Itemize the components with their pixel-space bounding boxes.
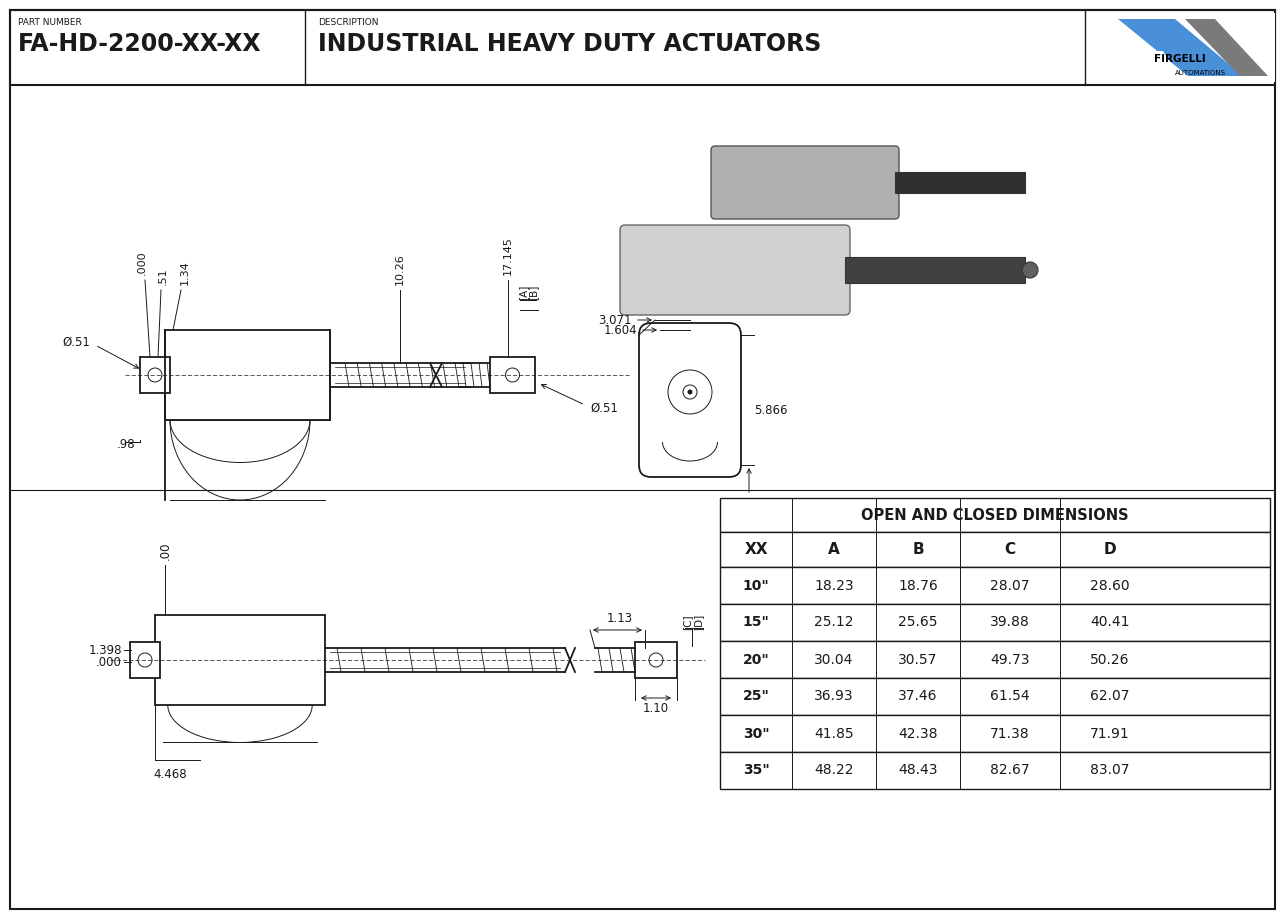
Text: 50.26: 50.26	[1090, 652, 1130, 666]
Text: PART NUMBER: PART NUMBER	[18, 18, 82, 27]
Text: FIRGELLI: FIRGELLI	[1154, 54, 1205, 64]
Text: 61.54: 61.54	[991, 689, 1029, 704]
Text: 3.071: 3.071	[599, 313, 632, 326]
Text: 4.468: 4.468	[153, 768, 186, 781]
Bar	[10, 10, 1275, 85]
Text: 15": 15"	[743, 616, 770, 630]
Text: D: D	[1104, 542, 1117, 557]
Bar	[1090, 13, 1275, 82]
Text: 48.22: 48.22	[815, 764, 853, 777]
Bar	[720, 641, 1270, 678]
Text: 49.73: 49.73	[991, 652, 1029, 666]
Bar	[720, 715, 1270, 752]
Text: 10": 10"	[743, 578, 770, 593]
Polygon shape	[1185, 19, 1268, 76]
Text: [D]: [D]	[693, 614, 703, 630]
Text: 71.38: 71.38	[991, 727, 1029, 741]
Text: XX: XX	[744, 542, 767, 557]
Bar	[490, 357, 535, 393]
Text: A: A	[828, 542, 840, 557]
Text: 1.10: 1.10	[642, 702, 669, 715]
Text: 20": 20"	[743, 652, 770, 666]
Text: 30.04: 30.04	[815, 652, 853, 666]
Text: FA-HD-2200-XX-XX: FA-HD-2200-XX-XX	[18, 32, 262, 56]
Text: 40.41: 40.41	[1090, 616, 1130, 630]
Text: 30": 30"	[743, 727, 770, 741]
Text: 1.13: 1.13	[607, 612, 634, 625]
Text: 25": 25"	[743, 689, 770, 704]
Polygon shape	[1118, 19, 1243, 76]
Text: .00: .00	[158, 541, 171, 560]
Text: DESCRIPTION: DESCRIPTION	[317, 18, 379, 27]
Text: 1.34: 1.34	[180, 260, 190, 285]
Bar	[720, 678, 1270, 715]
Text: INDUSTRIAL HEAVY DUTY ACTUATORS: INDUSTRIAL HEAVY DUTY ACTUATORS	[317, 32, 821, 56]
Text: Ø.51: Ø.51	[590, 402, 618, 414]
Text: AUTOMATIONS: AUTOMATIONS	[1174, 70, 1226, 76]
Bar	[720, 604, 1270, 641]
Text: 36.93: 36.93	[815, 689, 853, 704]
Text: Ø.51: Ø.51	[62, 335, 90, 348]
Bar	[720, 498, 1270, 532]
Bar	[720, 752, 1270, 789]
Text: 28.60: 28.60	[1090, 578, 1130, 593]
Text: 18.23: 18.23	[815, 578, 853, 593]
Text: 30.57: 30.57	[898, 652, 938, 666]
Text: 18.76: 18.76	[898, 578, 938, 593]
Circle shape	[1022, 262, 1038, 278]
Bar	[720, 532, 1270, 567]
Text: 35": 35"	[743, 764, 770, 777]
Text: 41.85: 41.85	[815, 727, 853, 741]
Bar	[635, 642, 677, 678]
Text: .51: .51	[158, 267, 168, 285]
FancyBboxPatch shape	[711, 146, 899, 219]
Text: 17.145: 17.145	[502, 236, 513, 275]
Text: [C]: [C]	[682, 615, 693, 630]
Text: 83.07: 83.07	[1090, 764, 1130, 777]
Bar	[846, 257, 1025, 283]
Text: 62.07: 62.07	[1090, 689, 1130, 704]
Text: B: B	[912, 542, 924, 557]
Text: [B]: [B]	[528, 285, 538, 300]
Text: 1.604: 1.604	[604, 323, 637, 336]
Text: .98: .98	[117, 438, 135, 451]
Bar	[140, 357, 170, 393]
Text: 71.91: 71.91	[1090, 727, 1130, 741]
Text: .000: .000	[96, 655, 122, 668]
Bar	[164, 330, 330, 420]
Text: 37.46: 37.46	[898, 689, 938, 704]
Text: [A]: [A]	[519, 285, 528, 300]
Text: 28.07: 28.07	[991, 578, 1029, 593]
Bar	[130, 642, 161, 678]
Text: 25.12: 25.12	[815, 616, 853, 630]
Text: 5.866: 5.866	[754, 403, 788, 416]
FancyBboxPatch shape	[639, 323, 741, 477]
Circle shape	[687, 390, 693, 394]
Text: 48.43: 48.43	[898, 764, 938, 777]
Polygon shape	[1148, 51, 1178, 76]
Bar	[894, 172, 1025, 193]
Text: 42.38: 42.38	[898, 727, 938, 741]
Text: 25.65: 25.65	[898, 616, 938, 630]
FancyBboxPatch shape	[619, 225, 849, 315]
Bar	[155, 615, 325, 705]
Text: 39.88: 39.88	[991, 616, 1029, 630]
Bar	[720, 567, 1270, 604]
Text: C: C	[1005, 542, 1015, 557]
Text: 10.26: 10.26	[394, 254, 405, 285]
Text: 1.398: 1.398	[89, 643, 122, 656]
Text: .000: .000	[137, 250, 146, 275]
Text: 82.67: 82.67	[991, 764, 1029, 777]
Text: OPEN AND CLOSED DIMENSIONS: OPEN AND CLOSED DIMENSIONS	[861, 507, 1128, 523]
